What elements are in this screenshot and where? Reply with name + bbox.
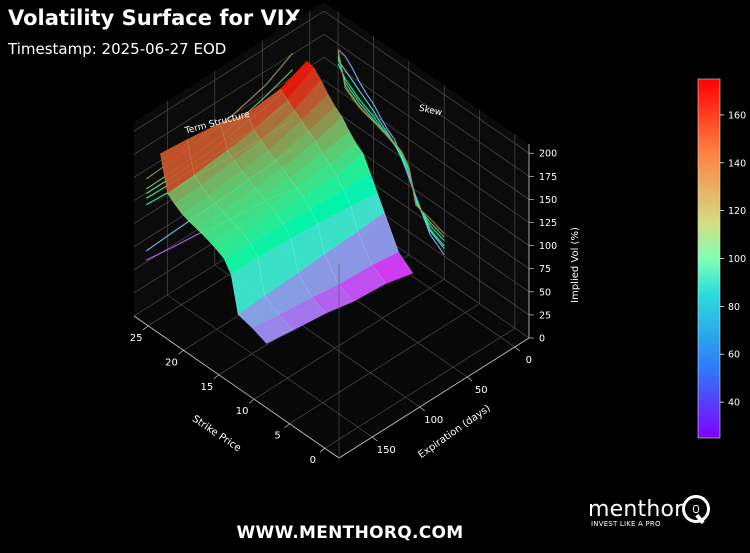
colorbar-tick-label: 100	[728, 254, 746, 265]
y-tick-label: 150	[377, 445, 396, 456]
x-tick-mark	[248, 398, 255, 404]
z-tick-label: 75	[539, 264, 551, 275]
colorbar-tick-label: 140	[728, 158, 746, 169]
skew-projection-line	[337, 49, 445, 235]
x-tick-mark	[284, 423, 290, 428]
x-tick-mark	[319, 447, 326, 453]
surface-wire	[246, 113, 354, 302]
surface-wire	[160, 153, 267, 344]
gridline-z	[133, 33, 530, 177]
z-axis-label: Implied Vol (%)	[570, 227, 581, 303]
pane-back-left	[324, 2, 529, 338]
x-tick-label: 25	[130, 333, 143, 344]
z-tick-label: 200	[539, 149, 557, 160]
x-axis-label: Strike Price	[190, 414, 243, 455]
surface-mesh	[160, 60, 414, 344]
y-tick-mark	[372, 436, 378, 442]
x-tick-label: 20	[165, 357, 178, 368]
colorbar-ticks: 40 60 80 100 120 140 160	[720, 110, 746, 409]
y-tick-mark	[419, 406, 425, 412]
y-tick-mark	[514, 346, 520, 352]
surface-wire	[186, 139, 294, 331]
brand-name: menthor	[588, 497, 684, 522]
brand-tagline: INVEST LIKE A PRO	[591, 520, 661, 528]
y-axis-label: Expiration (days)	[416, 403, 492, 461]
y-tick-label: 50	[475, 385, 488, 396]
surface-wire	[306, 61, 414, 274]
x-tick-label: 0	[310, 455, 316, 466]
y-tick-mark	[467, 376, 473, 382]
x-tick-label: 10	[236, 406, 249, 417]
gridline-z	[133, 10, 530, 154]
colorbar-tick-label: 80	[728, 302, 740, 313]
website-url: WWW.MENTHORQ.COM	[236, 523, 464, 543]
chart-title: Volatility Surface for VIX	[8, 6, 301, 30]
surface-wire	[279, 88, 387, 284]
surface-patch	[252, 314, 294, 344]
z-tick-label: 0	[539, 334, 545, 345]
q-magnifier-icon	[682, 495, 710, 523]
z-tick-label: 50	[539, 287, 551, 298]
y-axis-line	[338, 337, 530, 459]
colorbar-tick-label: 60	[728, 350, 740, 361]
brand-logo: menthor INVEST LIKE A PRO	[588, 495, 710, 528]
z-tick-label: 150	[539, 195, 557, 206]
x-tick-label: 5	[274, 431, 280, 442]
x-tick-mark	[213, 374, 220, 380]
colorbar-tick-label: 120	[728, 206, 746, 217]
colorbar-tick-label: 40	[728, 398, 740, 409]
colorbar	[697, 78, 721, 439]
x-axis-line	[133, 315, 340, 459]
z-tick-label: 100	[539, 241, 557, 252]
x-tick-mark	[142, 325, 149, 331]
z-tick-label: 175	[539, 172, 557, 183]
y-tick-label: 0	[526, 355, 532, 366]
colorbar-tick-label: 160	[728, 110, 746, 121]
z-tick-label: 125	[539, 218, 557, 229]
surface-wire	[220, 123, 327, 314]
x-tick-label: 15	[200, 382, 213, 393]
z-tick-label: 25	[539, 310, 551, 321]
chart-subtitle: Timestamp: 2025-06-27 EOD	[8, 40, 227, 58]
axis-ticks: 0 5 10 15 20 25 0 50 100 150 0 25 50 75 100 125 150 175 20…	[130, 144, 557, 466]
skew-label: Skew	[418, 104, 443, 119]
x-tick-mark	[178, 350, 184, 355]
y-tick-label: 100	[424, 415, 443, 426]
